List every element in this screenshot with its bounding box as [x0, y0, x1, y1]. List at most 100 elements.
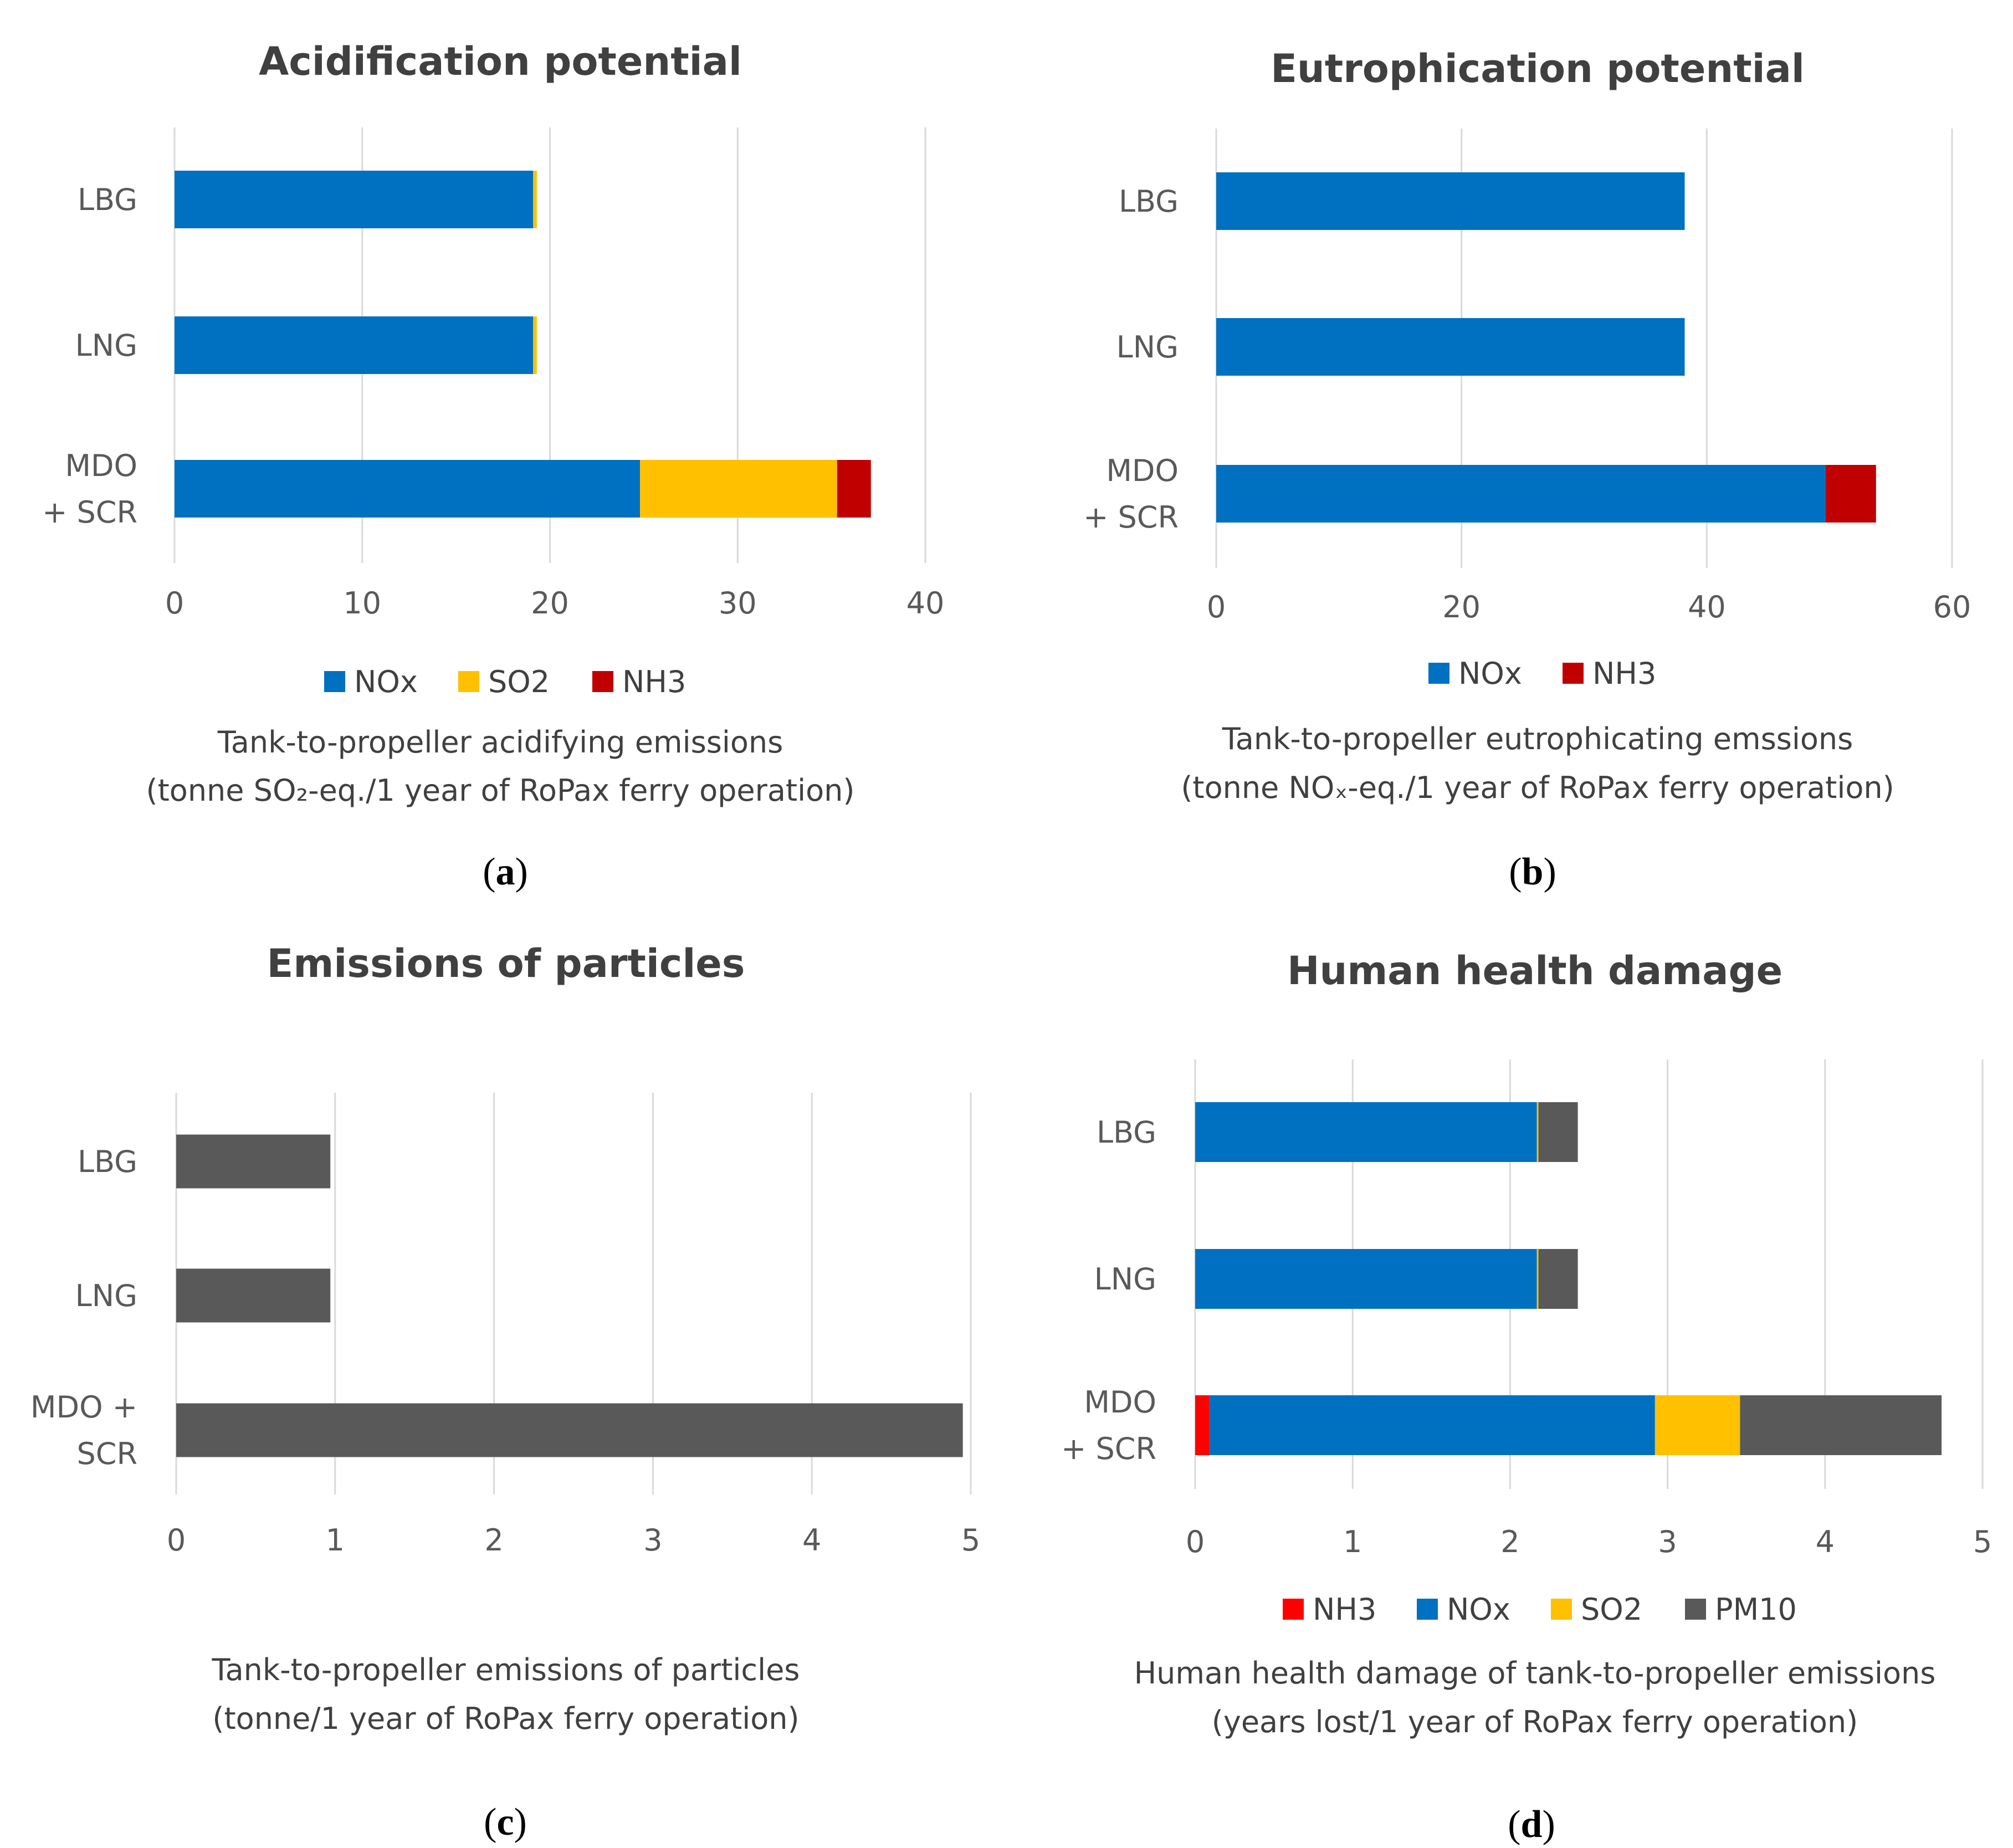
x-tick-label: 1 — [326, 1523, 345, 1558]
bar-segment — [1209, 1395, 1655, 1455]
x-tick-label: 4 — [802, 1523, 821, 1558]
category-label: LBG — [78, 1144, 137, 1179]
bar-segment — [175, 460, 641, 518]
bar-segment — [1538, 1102, 1578, 1162]
panel-caption-letter: c — [496, 1801, 514, 1844]
chart-d-svg: Human health damage 0 1 2 3 4 5 LBG LNG MDO + SCR N… — [1061, 948, 1992, 1846]
bar-segment — [533, 171, 537, 228]
category-label: LNG — [1094, 1262, 1156, 1297]
legend-swatch — [324, 671, 345, 692]
bar-segment — [1536, 1249, 1539, 1309]
category-label: LNG — [1116, 330, 1179, 365]
x-tick-label: 0 — [1207, 590, 1226, 624]
category-label: LBG — [1097, 1115, 1156, 1150]
panel-c: Emissions of particles 0 1 2 3 4 5 LBG LNG MDO + S… — [0, 924, 1006, 1848]
category-label: LBG — [78, 182, 137, 217]
chart-title: Human health damage — [1287, 948, 1782, 994]
panel-caption: (a) — [483, 851, 528, 893]
bar-segment — [1740, 1395, 1942, 1455]
category-label: + SCR — [1083, 500, 1179, 535]
legend-label: NOx — [354, 664, 418, 699]
legend-label: NH3 — [1592, 656, 1656, 691]
chart-title: Acidification potential — [259, 39, 742, 84]
x-tick-label: 60 — [1933, 590, 1971, 624]
x-axis-label-line1: Tank-to-propeller acidifying emissions — [217, 725, 783, 760]
chart-b-svg: Eutrophication potential 0 20 40 60 LBG LNG MDO… — [1083, 46, 1971, 893]
x-tick-label: 3 — [1658, 1524, 1677, 1559]
bar-segment — [1216, 172, 1685, 230]
chart-title: Eutrophication potential — [1271, 46, 1805, 91]
bar-segment — [1826, 465, 1876, 523]
bar-segment — [176, 1268, 331, 1323]
bar-segment — [175, 316, 534, 374]
x-tick-label: 2 — [1500, 1524, 1519, 1559]
bar-segment — [175, 171, 534, 228]
x-axis-label-line2: (tonne NOₓ-eq./1 year of RoPax ferry ope… — [1181, 770, 1894, 805]
legend-label: NH3 — [1313, 1592, 1376, 1627]
legend-label: NOx — [1458, 656, 1522, 691]
legend-label: NH3 — [622, 664, 686, 699]
x-tick-label: 5 — [961, 1523, 980, 1558]
panel-caption: (d) — [1508, 1803, 1555, 1846]
bar-segment — [1195, 1395, 1210, 1455]
legend-swatch — [458, 671, 479, 692]
bar-segment — [1195, 1249, 1537, 1309]
legend-label: SO2 — [1581, 1592, 1642, 1627]
x-tick-label: 0 — [165, 586, 184, 621]
category-label: SCR — [76, 1436, 137, 1471]
category-label: + SCR — [1061, 1431, 1156, 1466]
chart-a-svg: Acidification potential 0 10 20 30 40 LBG LNG MD… — [42, 39, 945, 893]
legend-swatch — [1551, 1599, 1572, 1620]
panel-a: Acidification potential 0 10 20 30 40 LBG LNG MD… — [0, 0, 1006, 924]
legend-label: SO2 — [488, 664, 550, 699]
legend-swatch — [1283, 1599, 1304, 1620]
panel-caption-letter: b — [1522, 851, 1544, 893]
bar-segment — [1195, 1102, 1537, 1162]
chart-title: Emissions of particles — [267, 941, 745, 986]
legend-swatch — [1685, 1599, 1706, 1620]
bar-segment — [837, 460, 871, 518]
bar-segment — [533, 316, 537, 374]
panel-caption: (b) — [1509, 851, 1556, 893]
x-axis-label-line2: (tonne SO₂-eq./1 year of RoPax ferry ope… — [146, 773, 855, 808]
legend-label: PM10 — [1715, 1592, 1797, 1627]
x-axis-label-line2: (tonne/1 year of RoPax ferry operation) — [212, 1701, 799, 1736]
legend-label: NOx — [1447, 1592, 1510, 1627]
bar-segment — [1538, 1249, 1578, 1309]
x-axis-label-line1: Tank-to-propeller eutrophicating emssion… — [1222, 721, 1853, 756]
x-axis-label-line2: (years lost/1 year of RoPax ferry operat… — [1212, 1704, 1858, 1739]
category-label: MDO — [1106, 453, 1179, 488]
category-label: MDO + — [30, 1390, 137, 1425]
bar-segment — [176, 1134, 331, 1189]
x-tick-label: 5 — [1973, 1524, 1992, 1559]
x-tick-label: 2 — [484, 1523, 503, 1558]
bar-segment — [1655, 1395, 1740, 1455]
x-tick-label: 20 — [1442, 590, 1481, 624]
category-label: LNG — [75, 1278, 137, 1313]
bar-segment — [1216, 465, 1826, 523]
category-label: MDO — [1084, 1385, 1156, 1420]
chart-c-svg: Emissions of particles 0 1 2 3 4 5 LBG LNG MDO + S… — [30, 941, 980, 1844]
category-label: MDO — [65, 448, 137, 483]
x-tick-label: 4 — [1816, 1524, 1835, 1559]
x-tick-label: 40 — [1688, 590, 1726, 624]
x-axis-label-line1: Tank-to-propeller emissions of particles — [212, 1652, 800, 1687]
category-label: LBG — [1119, 184, 1179, 219]
x-tick-label: 20 — [531, 586, 569, 621]
panel-caption: (c) — [484, 1801, 527, 1844]
panel-b: Eutrophication potential 0 20 40 60 LBG LNG MDO… — [1007, 0, 2013, 924]
bar-segment — [640, 460, 837, 518]
x-tick-label: 40 — [906, 586, 945, 621]
x-tick-label: 0 — [167, 1523, 186, 1558]
panel-caption-letter: d — [1521, 1803, 1543, 1846]
bar-segment — [1536, 1102, 1539, 1162]
legend-swatch — [1563, 663, 1584, 684]
legend-swatch — [1428, 663, 1449, 684]
x-tick-label: 30 — [719, 586, 757, 621]
x-axis-label-line1: Human health damage of tank-to-propeller… — [1134, 1656, 1936, 1691]
bar-segment — [1216, 318, 1685, 376]
legend-swatch — [1417, 1599, 1438, 1620]
panel-d: Human health damage 0 1 2 3 4 5 LBG LNG MDO + SCR N… — [1007, 924, 2013, 1848]
x-tick-label: 10 — [343, 586, 381, 621]
x-tick-label: 3 — [643, 1523, 662, 1558]
